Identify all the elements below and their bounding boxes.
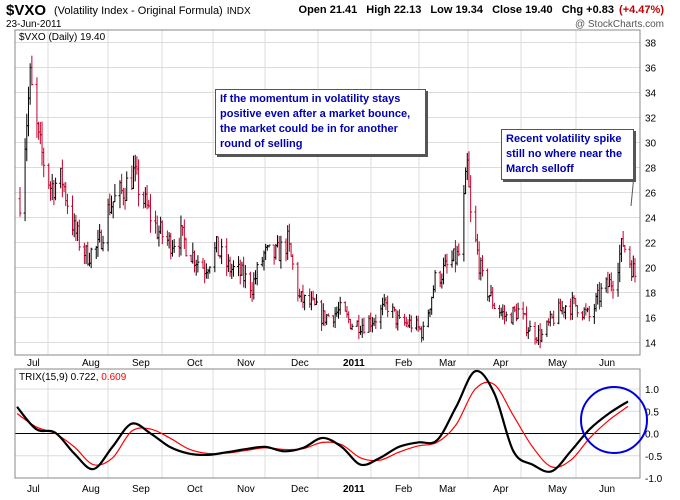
date-stamp: 23-Jun-2011 [6, 19, 62, 30]
trix-x-tick-label: Sep [132, 484, 150, 495]
price-panel-title: $VXO (Daily) 19.40 [19, 32, 106, 43]
price-tick-label: 34 [645, 89, 657, 100]
trix-tick-label: -0.5 [645, 452, 663, 463]
trix-line [16, 369, 629, 473]
trix-tick-label: 1.0 [645, 385, 659, 396]
chart-subtitle: (Volatility Index - Original Formula) IND… [54, 5, 251, 17]
price-x-tick-label: Dec [291, 358, 309, 369]
trix-panel-title: TRIX(15,9) 0.722, 0.609 [19, 372, 127, 383]
trix-title-main: TRIX(15,9) 0.722, [19, 372, 101, 383]
momentum-annotation: If the momentum in volatility stays posi… [215, 89, 426, 155]
price-tick-label: 38 [645, 39, 657, 50]
price-x-tick-label: Feb [395, 358, 413, 369]
price-tick-label: 30 [645, 139, 657, 150]
trix-tick-label: -1.0 [645, 474, 663, 485]
trix-x-tick-label: Oct [187, 484, 203, 495]
trix-x-tick-label: Mar [439, 484, 457, 495]
price-tick-label: 24 [645, 214, 657, 225]
price-tick-label: 14 [645, 339, 657, 350]
price-x-tick-label: Nov [237, 358, 255, 369]
trix-x-tick-label: Jun [599, 484, 615, 495]
price-tick-label: 20 [645, 264, 657, 275]
price-x-tick-label: Sep [132, 358, 150, 369]
trix-x-tick-label: Feb [395, 484, 413, 495]
trix-x-tick-label: 2011 [343, 484, 365, 495]
highlight-circle [580, 386, 648, 454]
subtitle-text: (Volatility Index - Original Formula) [54, 5, 223, 17]
trix-panel-frame [14, 368, 641, 479]
price-x-tick-label: Jun [599, 358, 615, 369]
price-tick-label: 26 [645, 189, 657, 200]
close-label: Close [492, 4, 523, 16]
chg-label: Chg [561, 4, 584, 16]
price-tick-label: 36 [645, 64, 657, 75]
low-label: Low [430, 4, 453, 16]
price-tick-label: 32 [645, 114, 657, 125]
high-label: High [366, 4, 391, 16]
trix-x-tick-label: Aug [82, 484, 100, 495]
watermark: @ StockCharts.com [574, 19, 664, 30]
ticker-symbol: $VXO [6, 2, 47, 19]
price-panel-frame [14, 29, 641, 356]
price-x-tick-label: Oct [187, 358, 203, 369]
low-value: 19.34 [455, 4, 483, 16]
trix-tick-label: 0.5 [645, 407, 659, 418]
price-x-tick-label: Mar [439, 358, 457, 369]
price-x-tick-label: Apr [493, 358, 509, 369]
chg-pct-value: (+4.47%) [619, 4, 664, 16]
trix-x-tick-label: Jul [27, 484, 40, 495]
high-value: 22.13 [393, 4, 422, 16]
price-x-tick-label: 2011 [343, 358, 365, 369]
chg-value: +0.83 [586, 4, 614, 16]
annotation-pointer [630, 174, 635, 207]
price-tick-label: 18 [645, 289, 657, 300]
price-x-tick-label: Jul [27, 358, 40, 369]
trix-x-tick-label: May [548, 484, 567, 495]
trix-signal-line [16, 381, 629, 469]
trix-x-tick-label: Apr [493, 484, 509, 495]
trix-tick-label: 0.0 [645, 430, 659, 441]
price-x-tick-label: Aug [82, 358, 100, 369]
price-x-tick-label: May [548, 358, 567, 369]
exchange-label: INDX [226, 6, 251, 17]
trix-x-tick-label: Dec [291, 484, 309, 495]
price-tick-label: 28 [645, 164, 657, 175]
open-value: 21.41 [329, 4, 358, 16]
trix-x-tick-label: Nov [237, 484, 255, 495]
price-tick-label: 22 [645, 239, 657, 250]
close-value: 19.40 [525, 4, 553, 16]
chart-header: $VXO (Volatility Index - Original Formul… [0, 0, 680, 30]
trix-title-signal: 0.609 [101, 372, 126, 383]
spike-annotation: Recent volatility spike still no where n… [501, 129, 634, 180]
open-label: Open [298, 4, 327, 16]
price-tick-label: 16 [645, 314, 657, 325]
price-bars [18, 55, 637, 349]
quote-summary: Open 21.41 High 22.13 Low 19.34 Close 19… [293, 4, 664, 16]
